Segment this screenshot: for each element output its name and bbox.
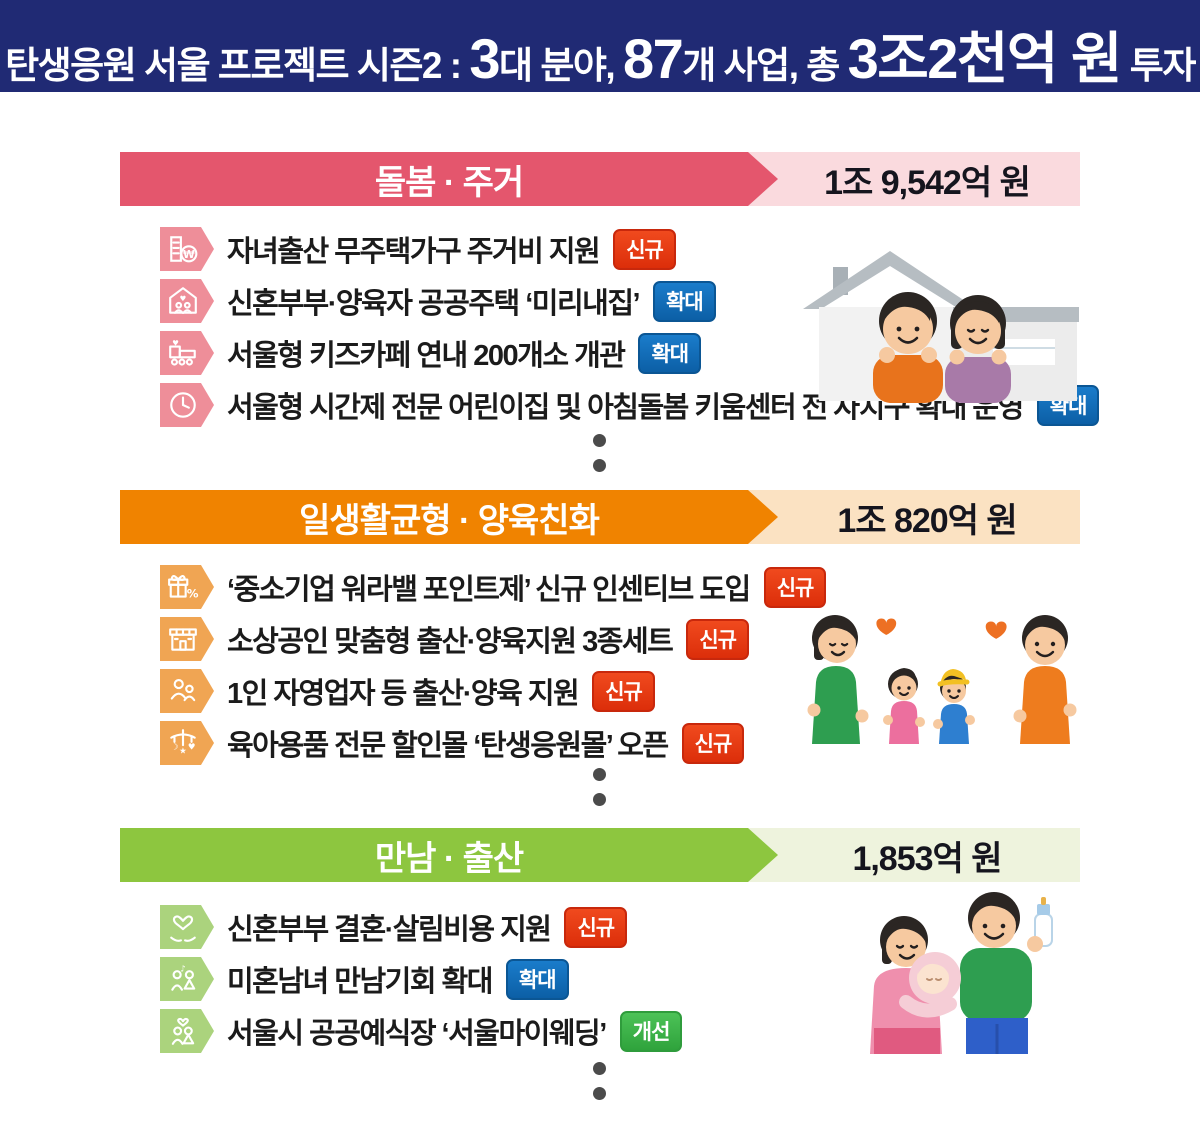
svg-text:₩: ₩	[183, 248, 195, 261]
svg-text:♥: ♥	[188, 742, 196, 752]
banner-total-amount: 3조2천억 원	[847, 27, 1123, 90]
list-item: 서울형 시간제 전문 어린이집 및 아침돌봄 키움센터 전 자치구 확대 운영 …	[160, 383, 1100, 427]
dot	[593, 793, 606, 806]
list-item: ♥ 신혼부부·양육자 공공주택 ‘미리내집’ 확대	[160, 280, 1099, 322]
section-meeting-birth-ribbon: 만남 · 출산	[120, 828, 778, 882]
parent-child-icon	[160, 669, 214, 713]
badge-expand: 확대	[653, 280, 716, 322]
dot	[593, 1087, 606, 1100]
list-item: ♥ 서울형 키즈카페 연내 200개소 개관 확대	[160, 332, 1099, 374]
parents-holding-baby-illustration	[870, 892, 1053, 1054]
item-label: 1인 자영업자 등 출산·양육 지원	[227, 678, 580, 710]
section-title: 만남 · 출산	[374, 839, 524, 878]
house-family-icon: ♥	[160, 279, 214, 323]
badge-new: 신규	[763, 566, 827, 608]
section-worklife-header: 일생활균형 · 양육친화 1조 820억 원	[120, 490, 1080, 544]
section-meeting-birth-items: 신혼부부 결혼·살림비용 지원 신규 ♪ 미혼남녀 만남기회 확대 확대	[160, 906, 683, 1053]
badge-new: 신규	[592, 670, 655, 712]
banner-text-1: 탄생응원 서울 프로젝트 시즌2 :	[5, 45, 470, 86]
badge-new: 신규	[564, 906, 628, 948]
badge-improve: 개선	[619, 1010, 683, 1052]
section-meeting-birth-header: 만남 · 출산 1,853억 원	[120, 828, 1080, 882]
svg-text:♥: ♥	[172, 339, 179, 348]
section-worklife-ribbon: 일생활균형 · 양육친화	[120, 490, 778, 544]
building-won-icon: ₩	[160, 227, 214, 271]
couple-meeting-icon: ♪	[160, 957, 214, 1001]
section-care-housing-ribbon: 돌봄 · 주거	[120, 152, 778, 206]
storefront-icon	[160, 617, 214, 661]
list-item: 신혼부부 결혼·살림비용 지원 신규	[160, 906, 682, 948]
svg-text:♥: ♥	[180, 294, 187, 303]
list-item: % ‘중소기업 워라밸 포인트제’ 신규 인센티브 도입 신규	[160, 565, 827, 609]
badge-expand: 확대	[505, 958, 569, 1000]
banner-text-2: 대 분야,	[499, 45, 623, 86]
banner-text-3: 개 사업, 총	[682, 45, 848, 86]
more-items-ellipsis	[593, 434, 606, 472]
wedding-couple-icon	[160, 1009, 214, 1053]
more-items-ellipsis	[593, 1062, 606, 1100]
item-label: 소상공인 맞춤형 출산·양육지원 3종세트	[227, 626, 674, 658]
dot	[593, 434, 606, 447]
item-label: 미혼남녀 만남기회 확대	[227, 966, 493, 998]
list-item: 소상공인 맞춤형 출산·양육지원 3종세트 신규	[160, 618, 826, 660]
couple-in-front-of-house-illustration	[803, 251, 1079, 403]
svg-text:♪: ♪	[180, 965, 185, 975]
item-label: 육아용품 전문 할인몰 ‘탄생응원몰’ 오픈	[227, 730, 669, 762]
badge-new: 신규	[686, 618, 749, 660]
item-label: 신혼부부 결혼·살림비용 지원	[227, 914, 552, 946]
section-care-housing-header: 돌봄 · 주거 1조 9,542억 원	[120, 152, 1080, 206]
item-label: 신혼부부·양육자 공공주택 ‘미리내집’	[227, 288, 641, 320]
dot	[593, 768, 606, 781]
badge-expand: 확대	[638, 332, 702, 374]
section-amount: 1조 9,542억 원	[824, 163, 1031, 202]
banner-number-fields: 3	[469, 27, 500, 90]
section-worklife-items: % ‘중소기업 워라밸 포인트제’ 신규 인센티브 도입 신규 소상공인 맞춤형…	[160, 565, 827, 764]
badge-new: 신규	[613, 228, 676, 270]
dot	[593, 1062, 606, 1075]
hands-heart-icon	[160, 905, 214, 949]
item-label: 자녀출산 무주택가구 주거비 지원	[227, 236, 601, 268]
section-amount: 1,853억 원	[852, 839, 1002, 878]
list-item: 서울시 공공예식장 ‘서울마이웨딩’ 개선	[160, 1009, 683, 1053]
more-items-ellipsis	[593, 768, 606, 806]
gift-percent-icon: %	[160, 565, 214, 609]
svg-text:★: ★	[179, 747, 187, 757]
family-of-four-illustration	[807, 615, 1077, 744]
banner-number-projects: 87	[623, 27, 684, 90]
list-item: ☽ ★ ♥ 육아용품 전문 할인몰 ‘탄생응원몰’ 오픈 신규	[160, 722, 826, 764]
list-item: ♪ 미혼남녀 만남기회 확대 확대	[160, 958, 682, 1000]
dot	[593, 459, 606, 472]
baby-mobile-icon: ☽ ★ ♥	[160, 721, 214, 765]
section-care-housing-items: ₩ 자녀출산 무주택가구 주거비 지원 신규 ♥ 신혼부부·양육자 공공주택 ‘…	[160, 228, 1100, 427]
svg-text:☽: ☽	[171, 742, 179, 752]
item-label: 서울형 키즈카페 연내 200개소 개관	[227, 340, 626, 372]
section-title: 돌봄 · 주거	[374, 163, 524, 202]
banner-text-4: 투자	[1121, 45, 1197, 86]
item-label: ‘중소기업 워라밸 포인트제’ 신규 인센티브 도입	[227, 574, 751, 606]
clock-icon	[160, 383, 214, 427]
list-item: ₩ 자녀출산 무주택가구 주거비 지원 신규	[160, 228, 1099, 270]
section-amount: 1조 820억 원	[837, 501, 1017, 540]
item-label: 서울시 공공예식장 ‘서울마이웨딩’	[227, 1018, 607, 1050]
svg-text:%: %	[187, 587, 199, 601]
badge-new: 신규	[681, 722, 745, 764]
list-item: 1인 자영업자 등 출산·양육 지원 신규	[160, 670, 826, 712]
toy-train-icon: ♥	[160, 331, 214, 375]
section-title: 일생활균형 · 양육친화	[299, 501, 599, 540]
